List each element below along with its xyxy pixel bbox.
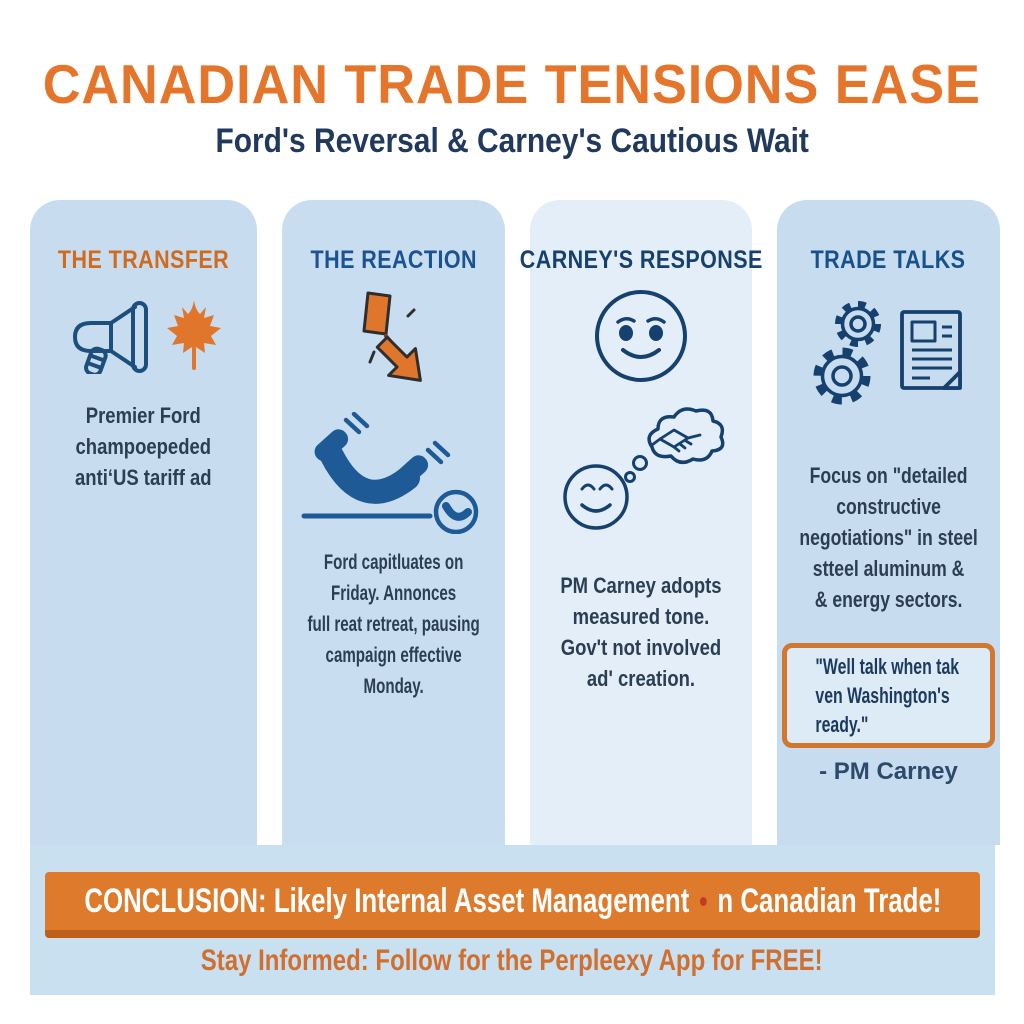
column-carneys-response: CARNEY'S RESPONSE — [519, 200, 762, 845]
page-subtitle-row: Ford's Reversal & Carney's Cautious Wait — [0, 122, 1024, 161]
column-header-row: TRADE TALKS — [777, 246, 1000, 275]
conclusion-text-part2: n Canadian Trade! — [717, 881, 942, 920]
handshake-thought-bubble-icon — [647, 407, 725, 465]
column-body: Ford capitluates on Friday. Annonces ful… — [307, 551, 480, 698]
gears-icon — [813, 301, 962, 405]
column-body: Focus on "detailed constructive negotiat… — [799, 463, 978, 612]
carney-quote-box: "Well talk when tak ven Washington's rea… — [782, 643, 995, 748]
broken-down-arrow-icon — [362, 291, 422, 382]
conclusion-text-part1: CONCLUSION: Likely Internal Asset Manage… — [83, 881, 689, 920]
column-trade-talks: TRADE TALKS — [777, 200, 1000, 845]
conclusion-banner: CONCLUSION: Likely Internal Asset Manage… — [45, 872, 980, 938]
footer-text: Stay Informed: Follow for the Perpleexy … — [201, 944, 823, 977]
column-body-row: Ford capitluates on Friday. Annonces ful… — [282, 547, 505, 702]
document-icon — [899, 310, 962, 390]
column-the-reaction: THE REACTION — [282, 200, 505, 845]
column-body: Premier Ford champoepeded anti‘US tariff… — [75, 403, 212, 490]
carney-quote: "Well talk when tak ven Washington's rea… — [815, 654, 960, 737]
red-dot-artifact — [699, 896, 707, 906]
column-header-row: THE TRANSFER — [30, 246, 257, 275]
page-title: CANADIAN TRADE TENSIONS EASE — [42, 53, 982, 115]
column-body-row: Premier Ford champoepeded anti‘US tariff… — [30, 400, 257, 493]
phone-circle-icon — [433, 489, 478, 534]
maple-leaf-icon — [166, 300, 221, 370]
quote-attribution: - PM Carney — [819, 758, 958, 785]
footer-row: Stay Informed: Follow for the Perpleexy … — [0, 944, 1024, 978]
column-body-row: PM Carney adopts measured tone. Gov't no… — [530, 570, 752, 694]
thinking-smiley-icon — [563, 407, 725, 530]
column-header: TRADE TALKS — [811, 246, 966, 274]
calm-face-icon — [595, 290, 687, 382]
column-header-row: THE REACTION — [282, 246, 505, 275]
column-body-row: Focus on "detailed constructive negotiat… — [777, 460, 1000, 615]
quote-attribution-row: - PM Carney — [777, 758, 1000, 786]
column-header-row: CARNEY'S RESPONSE — [519, 246, 762, 275]
column-body: PM Carney adopts measured tone. Gov't no… — [560, 573, 722, 691]
page-title-row: CANADIAN TRADE TENSIONS EASE — [0, 52, 1024, 116]
phone-icon — [301, 412, 478, 534]
column-the-transfer: THE TRANSFER — [30, 200, 257, 845]
column-header: THE TRANSFER — [57, 246, 230, 274]
column-header: THE REACTION — [310, 246, 477, 274]
megaphone-icon — [72, 301, 148, 374]
column-header: CARNEY'S RESPONSE — [519, 246, 763, 274]
page-subtitle: Ford's Reversal & Carney's Cautious Wait — [215, 122, 809, 160]
